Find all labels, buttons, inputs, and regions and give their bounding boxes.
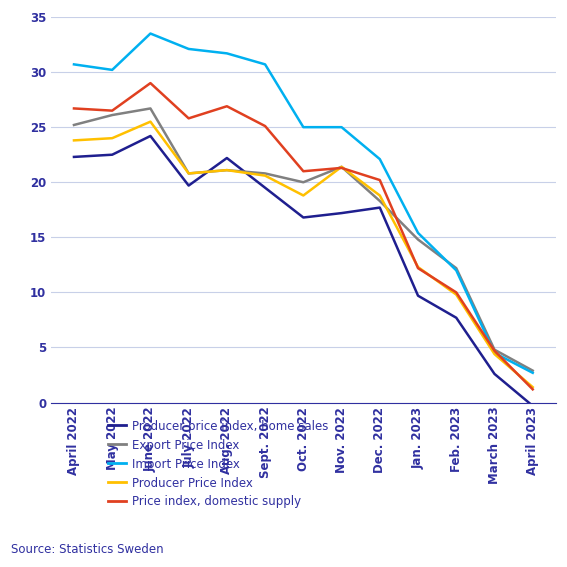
Export Price Index [147,105,154,112]
Price index, domestic supply [185,115,192,122]
Export Price Index [453,265,460,272]
Producer Price Index [338,163,345,170]
Price index, domestic supply [262,122,269,129]
Export Price Index [223,167,230,174]
Producer Price Index [185,170,192,177]
Price index, domestic supply [338,164,345,171]
Import Price Index [338,124,345,130]
Producer Price Index [376,192,383,199]
Line: Price index, domestic supply: Price index, domestic supply [74,83,533,390]
Export Price Index [530,367,536,374]
Price index, domestic supply [376,177,383,184]
Producer price index, home sales [185,182,192,189]
Import Price Index [70,61,77,68]
Line: Export Price Index: Export Price Index [74,108,533,371]
Producer Price Index [530,384,536,391]
Producer price index, home sales [414,293,421,299]
Producer price index, home sales [262,184,269,191]
Line: Producer price index, home sales: Producer price index, home sales [74,136,533,406]
Price index, domestic supply [147,80,154,87]
Price index, domestic supply [70,105,77,112]
Producer price index, home sales [530,403,536,409]
Import Price Index [147,30,154,37]
Text: Source: Statistics Sweden: Source: Statistics Sweden [11,543,164,556]
Export Price Index [262,170,269,177]
Export Price Index [109,112,116,119]
Producer price index, home sales [70,154,77,160]
Line: Producer Price Index: Producer Price Index [74,122,533,387]
Producer Price Index [109,135,116,142]
Price index, domestic supply [491,348,498,354]
Producer Price Index [147,119,154,125]
Producer price index, home sales [300,214,307,221]
Producer Price Index [300,192,307,199]
Producer Price Index [414,264,421,270]
Export Price Index [70,121,77,128]
Price index, domestic supply [414,265,421,272]
Import Price Index [491,350,498,357]
Producer price index, home sales [223,155,230,162]
Export Price Index [338,163,345,170]
Price index, domestic supply [109,107,116,114]
Producer Price Index [70,137,77,144]
Export Price Index [414,236,421,243]
Import Price Index [376,156,383,163]
Export Price Index [376,197,383,204]
Import Price Index [185,45,192,52]
Producer Price Index [223,167,230,174]
Export Price Index [491,346,498,353]
Export Price Index [300,179,307,185]
Producer price index, home sales [109,151,116,158]
Import Price Index [414,230,421,236]
Price index, domestic supply [223,103,230,109]
Import Price Index [262,61,269,68]
Import Price Index [530,370,536,376]
Import Price Index [223,50,230,57]
Import Price Index [453,267,460,274]
Producer price index, home sales [453,314,460,321]
Import Price Index [300,124,307,130]
Producer Price Index [453,291,460,298]
Producer Price Index [491,351,498,358]
Import Price Index [109,66,116,73]
Export Price Index [185,170,192,177]
Price index, domestic supply [300,168,307,175]
Producer price index, home sales [147,133,154,139]
Legend: Producer price index, home sales, Export Price Index, Import Price Index, Produc: Producer price index, home sales, Export… [108,420,328,509]
Price index, domestic supply [453,289,460,296]
Producer price index, home sales [491,370,498,377]
Producer price index, home sales [376,204,383,211]
Price index, domestic supply [530,386,536,393]
Producer Price Index [262,172,269,179]
Line: Import Price Index: Import Price Index [74,33,533,373]
Producer price index, home sales [338,210,345,217]
